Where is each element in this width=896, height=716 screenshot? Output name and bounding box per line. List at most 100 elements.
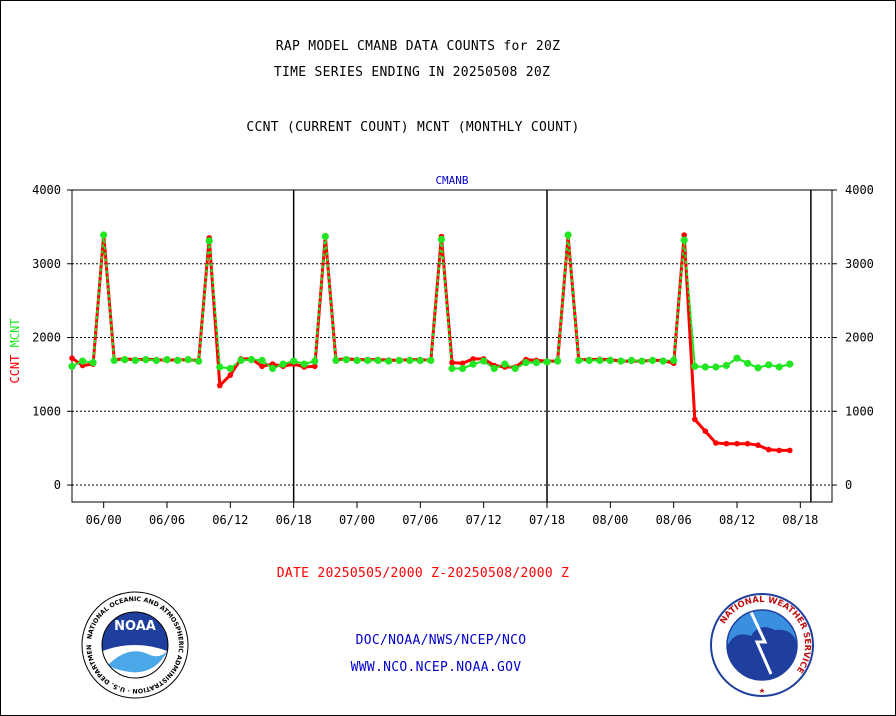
data-point-ccnt [69,355,75,362]
x-tick-label: 06/18 [276,513,312,527]
y-tick-label-left: 3000 [32,257,61,271]
data-point-mcnt [300,360,308,368]
data-point-mcnt [511,364,519,373]
data-point-mcnt [174,356,182,364]
data-point-mcnt [395,356,403,364]
y-tick-label-right: 2000 [845,331,874,345]
noaa-logo: NATIONAL OCEANIC AND ATMOSPHERIC ADMINIS… [80,590,189,699]
y-tick-label-left: 2000 [32,331,61,345]
data-point-mcnt [163,356,171,364]
data-point-mcnt [332,356,340,364]
data-point-mcnt [627,356,636,364]
data-point-mcnt [522,359,530,367]
data-point-mcnt [374,356,382,364]
data-point-mcnt [744,359,752,367]
x-tick-label: 07/12 [466,513,502,527]
data-point-mcnt [311,357,319,365]
date-range-label: DATE 20250505/2000 Z-20250508/2000 Z [276,566,570,581]
x-tick-label: 07/00 [339,513,375,527]
data-point-mcnt [342,356,350,364]
data-point-mcnt [564,231,572,239]
x-tick-label: 06/00 [86,513,122,527]
data-point-mcnt [459,364,467,373]
chart-title-line2: TIME SERIES ENDING IN 20250508 20Z [273,65,551,80]
y-tick-label-right: 0 [845,478,852,492]
data-point-ccnt [470,356,476,362]
data-point-mcnt [427,356,435,364]
data-point-mcnt [353,356,361,364]
plot-title: CMANB [435,174,468,187]
noaa-center-text: NOAA [114,619,156,634]
y-tick-label-left: 0 [54,478,61,492]
data-point-mcnt [269,364,277,373]
data-point-ccnt [787,447,793,454]
data-point-ccnt [702,428,709,435]
data-point-mcnt [532,359,541,367]
data-point-mcnt [416,356,424,364]
data-point-ccnt [692,416,698,423]
data-point-mcnt [754,364,762,372]
y-axis-label: CCNT MCNT [8,318,22,383]
data-point-ccnt [449,359,455,366]
y-tick-label-left: 4000 [32,183,61,197]
data-point-ccnt [734,440,740,447]
data-point-ccnt [217,382,223,389]
data-point-mcnt [100,231,108,239]
data-point-mcnt [691,362,699,370]
data-point-mcnt [701,363,709,371]
data-point-ccnt [765,446,772,453]
data-point-mcnt [152,356,160,364]
data-point-ccnt [776,447,782,454]
data-point-mcnt [786,360,794,368]
data-point-mcnt [638,357,646,365]
y-tick-label-right: 3000 [845,257,874,271]
data-point-ccnt [227,372,234,378]
data-point-ccnt [459,360,466,367]
data-point-mcnt [89,359,97,367]
x-tick-label: 08/18 [782,513,818,527]
data-point-mcnt [364,356,372,364]
data-point-ccnt [259,363,265,370]
x-tick-label: 06/12 [212,513,248,527]
data-point-mcnt [406,356,414,364]
data-point-mcnt [437,235,445,243]
data-point-mcnt [68,362,76,370]
data-point-mcnt [575,356,583,364]
x-tick-label: 06/06 [149,513,185,527]
data-point-mcnt [670,356,678,364]
data-point-mcnt [649,356,657,364]
data-point-mcnt [543,358,551,366]
data-point-mcnt [659,357,667,365]
data-point-mcnt [712,363,720,371]
data-point-mcnt [480,357,488,365]
x-tick-label: 08/12 [719,513,755,527]
chart-title: RAP MODEL CMANB DATA COUNTS for 20Z [275,39,561,54]
data-point-mcnt [79,357,87,365]
y-tick-label-left: 1000 [32,404,61,418]
data-point-mcnt [121,356,129,364]
data-point-mcnt [733,354,741,362]
chart-subtitle: CCNT (CURRENT COUNT) MCNT (MONTHLY COUNT… [246,120,580,135]
data-point-mcnt [131,356,139,364]
data-point-ccnt [312,363,318,370]
x-tick-label: 08/06 [656,513,692,527]
data-point-mcnt [142,356,150,364]
data-point-mcnt [765,361,773,369]
data-point-mcnt [722,361,731,370]
data-point-ccnt [723,440,730,447]
data-point-mcnt [195,357,203,365]
data-point-mcnt [501,360,509,368]
data-point-mcnt [226,364,234,373]
data-point-mcnt [279,360,287,368]
data-point-mcnt [617,357,625,365]
y-tick-label-right: 4000 [845,183,874,197]
x-tick-label: 08/00 [592,513,628,527]
y-axis-label-mcnt: MCNT [8,318,22,354]
data-point-mcnt [385,357,393,365]
website-label: WWW.NCO.NCEP.NOAA.GOV [350,660,522,675]
data-point-mcnt [606,356,614,364]
data-point-ccnt [681,232,687,238]
data-point-ccnt [713,440,719,446]
data-point-mcnt [585,356,593,364]
